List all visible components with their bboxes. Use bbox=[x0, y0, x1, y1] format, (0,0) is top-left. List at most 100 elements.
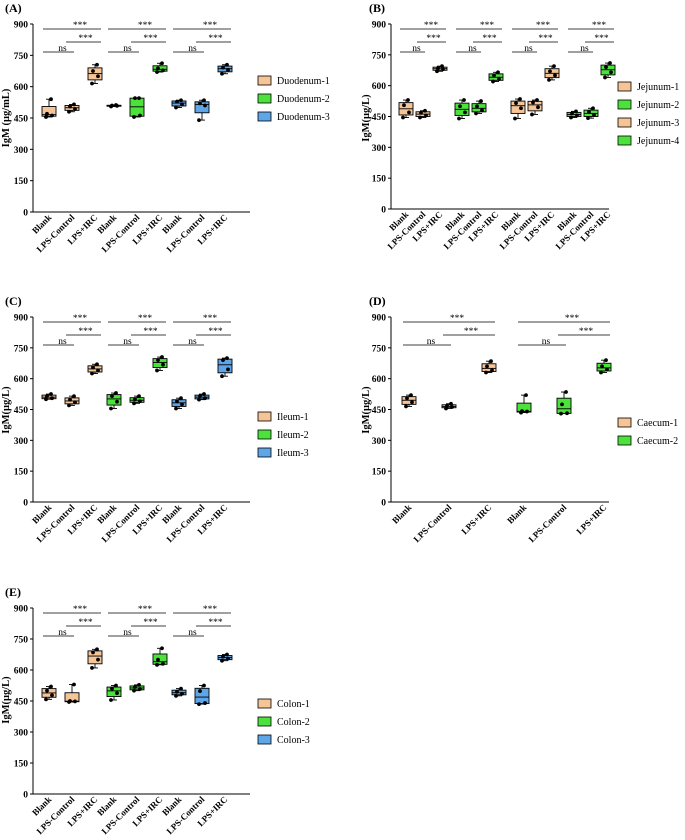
y-tick-label: 900 bbox=[14, 605, 29, 615]
data-point bbox=[133, 685, 137, 689]
data-point bbox=[441, 67, 445, 72]
data-point bbox=[605, 367, 609, 372]
y-axis-label: IgM (μg/mL) bbox=[1, 88, 12, 147]
data-point bbox=[198, 689, 202, 693]
data-point bbox=[603, 75, 607, 80]
sig-label: *** bbox=[482, 34, 497, 44]
data-point bbox=[133, 96, 137, 101]
data-point bbox=[180, 402, 184, 407]
box-jejunum-3 bbox=[510, 100, 526, 114]
data-point bbox=[424, 113, 428, 118]
y-tick-label: 300 bbox=[14, 437, 29, 447]
data-point bbox=[95, 62, 99, 67]
chart-panel-1: (A)IgM (μg/mL)0150300450600750900BlankLP… bbox=[1, 1, 330, 254]
data-point bbox=[491, 79, 495, 84]
y-tick-label: 150 bbox=[14, 760, 29, 770]
x-tick-label: LPS+IRC bbox=[459, 502, 493, 536]
data-point bbox=[115, 691, 119, 696]
box-colon-2 bbox=[152, 653, 168, 665]
data-point bbox=[49, 392, 53, 396]
data-point bbox=[138, 399, 142, 404]
sig-label: ns bbox=[542, 337, 551, 347]
sig-label: *** bbox=[73, 605, 88, 615]
data-point bbox=[203, 396, 207, 401]
sig-label: ns bbox=[188, 337, 197, 347]
data-point bbox=[520, 409, 524, 414]
data-point bbox=[479, 99, 483, 103]
data-point bbox=[197, 397, 201, 402]
data-point bbox=[457, 116, 461, 121]
sig-label: *** bbox=[203, 605, 218, 615]
data-point bbox=[160, 355, 164, 359]
data-point bbox=[560, 402, 564, 407]
sig-label: ns bbox=[123, 44, 132, 54]
y-tick-label: 0 bbox=[23, 791, 28, 801]
box-duodenum-3 bbox=[194, 101, 210, 114]
legend-label: Jejunum-4 bbox=[637, 136, 679, 147]
data-point bbox=[569, 115, 573, 120]
data-point bbox=[161, 362, 165, 367]
sig-label: *** bbox=[538, 34, 553, 44]
data-point bbox=[109, 698, 113, 702]
data-point bbox=[559, 411, 563, 416]
sig-label: *** bbox=[73, 21, 88, 31]
legend-swatch bbox=[257, 93, 272, 104]
panel-label: (E) bbox=[5, 585, 21, 599]
data-point bbox=[44, 697, 48, 702]
sig-label: ns bbox=[123, 628, 132, 638]
data-point bbox=[180, 691, 184, 696]
data-point bbox=[405, 396, 409, 401]
data-point bbox=[450, 405, 454, 409]
y-axis-label: IgM(μg/L) bbox=[1, 676, 12, 724]
data-point bbox=[202, 98, 206, 103]
data-point bbox=[95, 362, 99, 367]
y-tick-label: 0 bbox=[23, 209, 28, 219]
y-tick-label: 450 bbox=[372, 113, 387, 123]
sig-label: *** bbox=[78, 327, 93, 337]
data-point bbox=[50, 113, 54, 118]
data-point bbox=[574, 109, 578, 114]
data-point bbox=[73, 400, 77, 405]
data-point bbox=[90, 666, 94, 670]
legend-label: Duodenum-1 bbox=[277, 76, 330, 87]
y-tick-label: 0 bbox=[23, 499, 28, 509]
y-axis-label: IgM(μg/L) bbox=[1, 386, 12, 434]
data-point bbox=[175, 99, 179, 104]
sig-label: *** bbox=[203, 21, 218, 31]
data-point bbox=[440, 64, 444, 69]
data-point bbox=[463, 110, 467, 115]
legend-swatch bbox=[617, 117, 632, 128]
data-point bbox=[484, 370, 488, 375]
y-tick-label: 300 bbox=[372, 437, 387, 447]
sig-label: *** bbox=[138, 314, 153, 324]
data-point bbox=[604, 358, 608, 363]
data-point bbox=[137, 682, 141, 687]
sig-label: ns bbox=[524, 44, 533, 54]
sig-label: *** bbox=[464, 327, 479, 337]
sig-label: ns bbox=[58, 337, 67, 347]
y-tick-label: 450 bbox=[14, 406, 29, 416]
legend-swatch bbox=[257, 734, 272, 745]
legend-label: Duodenum-3 bbox=[277, 112, 330, 123]
legend-label: Duodenum-2 bbox=[277, 94, 330, 105]
y-tick-label: 450 bbox=[14, 115, 29, 125]
sig-label: ns bbox=[188, 628, 197, 638]
sig-label: *** bbox=[565, 314, 580, 324]
data-point bbox=[407, 110, 411, 115]
y-tick-label: 600 bbox=[14, 83, 29, 93]
x-tick-label: LPS+IRC bbox=[574, 502, 608, 536]
data-point bbox=[203, 701, 207, 705]
box-duodenum-2 bbox=[152, 65, 168, 72]
legend-label: Jejunum-1 bbox=[637, 82, 679, 93]
data-point bbox=[608, 61, 612, 65]
legend-label: Colon-1 bbox=[277, 699, 310, 710]
data-point bbox=[49, 97, 53, 102]
y-tick-label: 900 bbox=[14, 314, 29, 324]
y-tick-label: 300 bbox=[14, 729, 29, 739]
sig-label: *** bbox=[579, 327, 594, 337]
data-point bbox=[73, 699, 77, 704]
y-tick-label: 750 bbox=[14, 52, 29, 62]
sig-label: ns bbox=[58, 44, 67, 54]
data-point bbox=[458, 104, 462, 109]
data-point bbox=[480, 108, 484, 113]
